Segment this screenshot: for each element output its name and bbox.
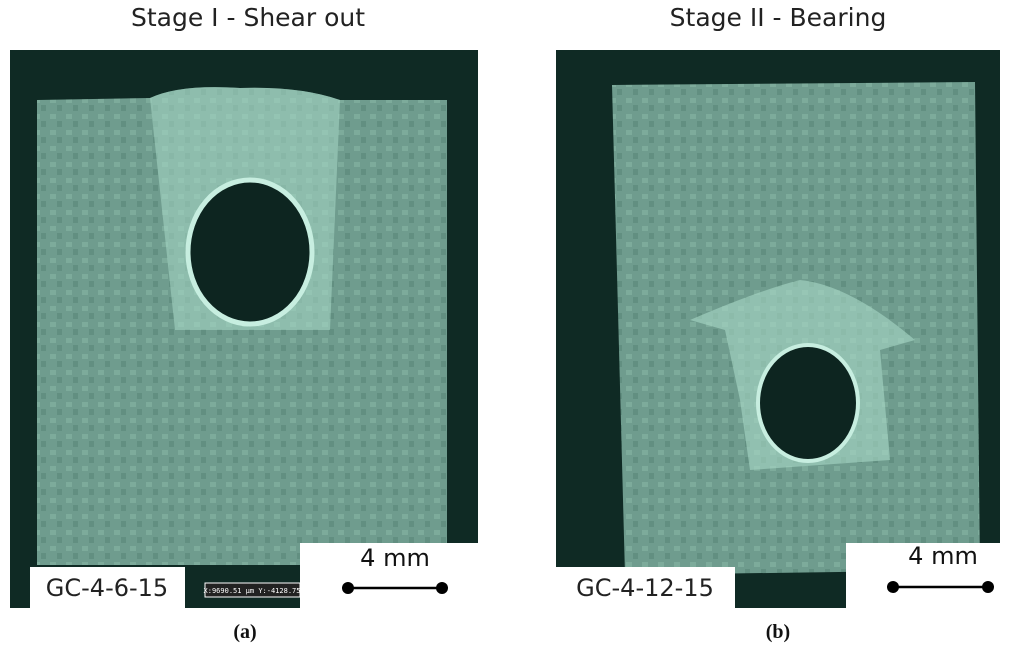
caption: (a): [233, 621, 256, 643]
caption: (b): [766, 621, 790, 643]
panel-a: Stage I - Shear out GC-4-6-15 X:9690.51 …: [10, 3, 478, 643]
scale-end: [436, 582, 448, 594]
scale-end: [982, 581, 994, 593]
scale-label: 4 mm: [908, 542, 978, 570]
panel-title: Stage II - Bearing: [670, 3, 887, 32]
overlay-text: X:9690.51 µm Y:-4128.75: [204, 587, 301, 595]
scale-end: [342, 582, 354, 594]
specimen-label: GC-4-12-15: [576, 574, 714, 602]
hole: [758, 345, 858, 461]
hole: [188, 180, 312, 324]
panel-title: Stage I - Shear out: [131, 3, 365, 32]
scale-end: [887, 581, 899, 593]
specimen-label: GC-4-6-15: [46, 574, 168, 602]
panel-b: Stage II - Bearing GC-4-12-15 4 mm (b): [556, 3, 1000, 643]
scale-label: 4 mm: [360, 544, 430, 572]
figure: Stage I - Shear out GC-4-6-15 X:9690.51 …: [0, 0, 1011, 646]
